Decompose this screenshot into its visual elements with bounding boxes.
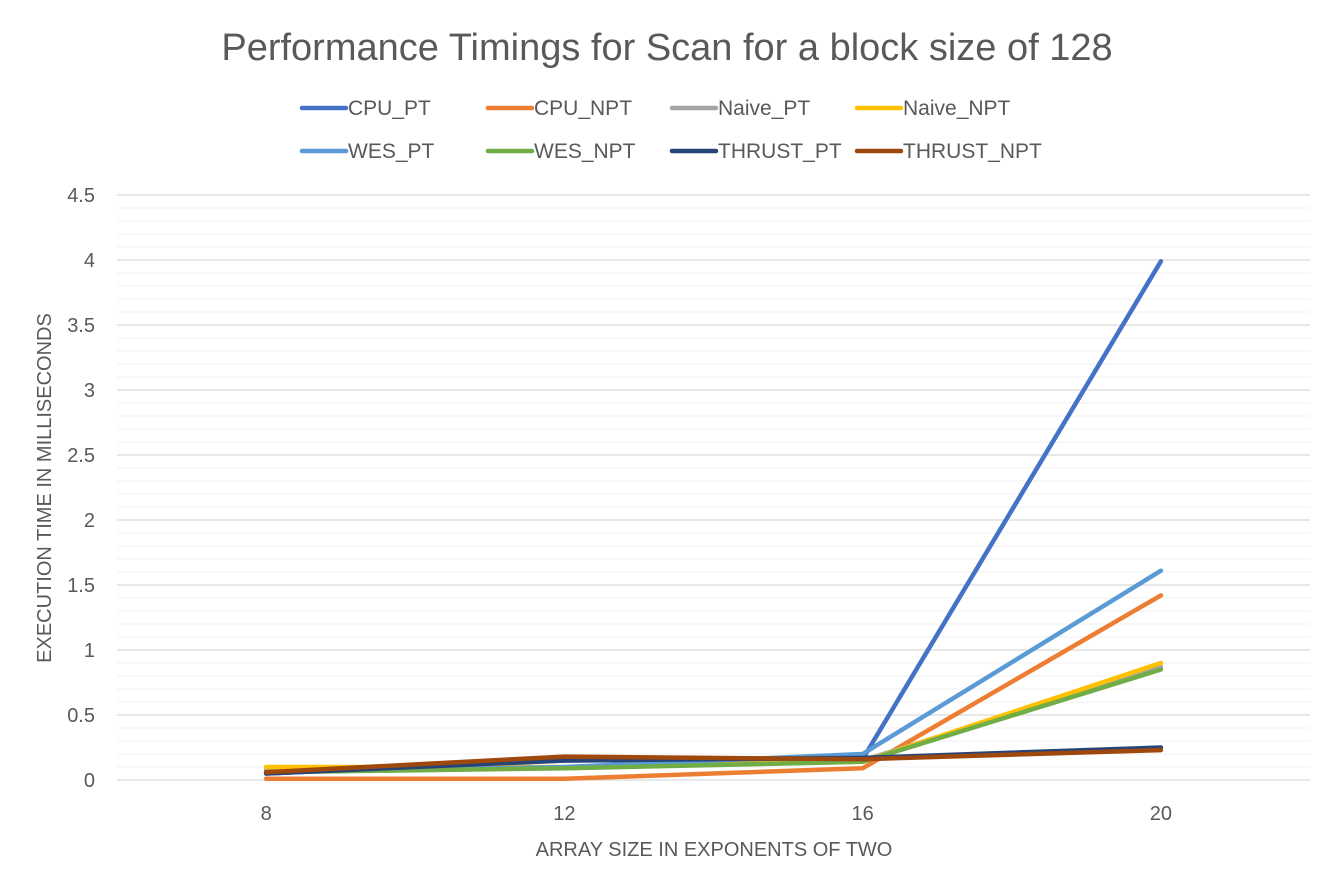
y-axis-title: EXECUTION TIME IN MILLISECONDS	[34, 313, 56, 663]
legend-item-wes-npt: WES_NPT	[485, 140, 636, 163]
legend-item-cpu-npt: CPU_NPT	[485, 97, 632, 120]
legend-label: Naive_NPT	[903, 97, 1011, 120]
x-tick-label: 16	[852, 803, 874, 825]
y-tick-label: 2.5	[67, 445, 95, 467]
gridlines	[117, 194, 1310, 781]
legend-item-cpu-pt: CPU_PT	[299, 97, 431, 120]
x-tick-label: 12	[553, 803, 575, 825]
series-line-thrust-pt	[263, 745, 1164, 776]
x-axis-title: ARRAY SIZE IN EXPONENTS OF TWO	[536, 839, 893, 861]
legend-item-naive-npt: Naive_NPT	[854, 97, 1011, 120]
legend-item-naive-pt: Naive_PT	[669, 97, 810, 120]
y-tick-label: 0	[84, 770, 95, 792]
y-tick-label: 4	[84, 250, 95, 272]
x-tick-label: 8	[261, 803, 272, 825]
x-tick-label: 20	[1150, 803, 1172, 825]
y-tick-label: 1.5	[67, 575, 95, 597]
series-lines	[263, 259, 1164, 781]
legend-label: WES_PT	[348, 140, 435, 163]
series-line-thrust-npt	[263, 747, 1164, 775]
legend-label: THRUST_NPT	[903, 140, 1042, 163]
legend-label: CPU_NPT	[534, 97, 632, 120]
y-tick-label: 0.5	[67, 705, 95, 727]
legend-item-thrust-npt: THRUST_NPT	[854, 140, 1042, 163]
y-tick-label: 2	[84, 510, 95, 532]
legend-label: THRUST_PT	[718, 140, 842, 163]
y-tick-label: 3	[84, 380, 95, 402]
y-tick-label: 1	[84, 640, 95, 662]
legend-label: WES_NPT	[534, 140, 636, 163]
series-line-wes-npt	[263, 667, 1164, 775]
legend-item-thrust-pt: THRUST_PT	[669, 140, 842, 163]
legend-item-wes-pt: WES_PT	[299, 140, 435, 163]
chart-title: Performance Timings for Scan for a block…	[221, 27, 1112, 69]
y-tick-label: 4.5	[67, 185, 95, 207]
legend-label: Naive_PT	[718, 97, 810, 120]
legend: CPU_PT CPU_NPT Naive_PT Naive_NPT WES_PT WES_…	[299, 97, 1042, 163]
y-axis-ticks: 0 0.5 1 1.5 2 2.5 3 3.5 4 4.5	[67, 185, 95, 792]
legend-label: CPU_PT	[348, 97, 431, 120]
y-tick-label: 3.5	[67, 315, 95, 337]
x-axis-ticks: 8 12 16 20	[261, 803, 1172, 825]
series-line-cpu-npt	[263, 593, 1164, 781]
